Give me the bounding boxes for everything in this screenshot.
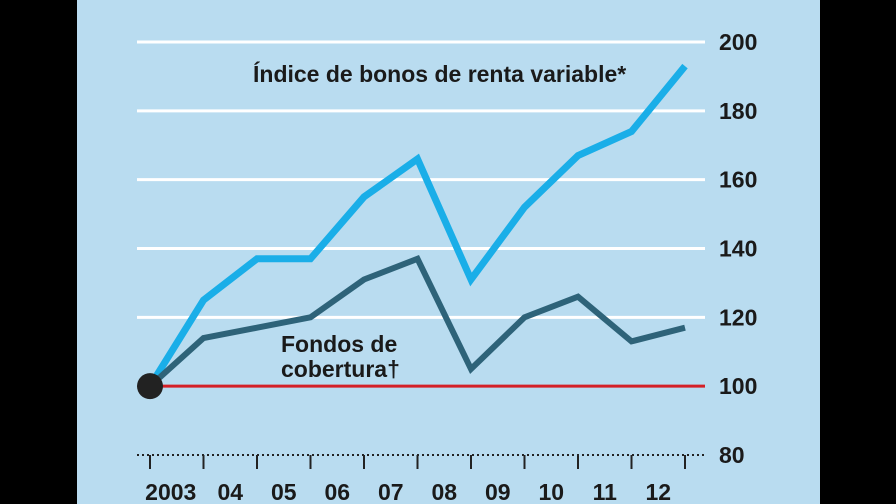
series-line-1 [147,255,686,389]
x-tick-label-08: 08 [431,479,457,504]
x-tick-label-10: 10 [538,479,564,504]
series-label-0: Índice de bonos de renta variable* [253,60,626,87]
y-tick-label-80: 80 [719,442,745,468]
series-label-1-line-1: Fondos de [281,331,397,357]
y-tick-label-120: 120 [719,304,757,330]
x-tick-label-12: 12 [645,479,671,504]
x-tick-label-2003: 2003 [145,479,196,504]
chart-panel: 2003 04 05 06 07 08 09 10 11 12 Índice de bonos d… [77,0,820,504]
series-label-1-line-2: cobertura† [281,356,400,382]
y-tick-label-140: 140 [719,236,757,262]
x-tick-label-07: 07 [378,479,404,504]
y-tick-label-100: 100 [719,373,757,399]
y-tick-label-200: 200 [719,29,757,55]
x-tick-label-05: 05 [271,479,297,504]
line-chart: 2003 04 05 06 07 08 09 10 11 12 Índice de bonos d… [137,29,757,504]
series-line-0 [147,63,688,389]
y-tick-label-160: 160 [719,167,757,193]
y-tick-label-180: 180 [719,98,757,124]
x-tick-label-09: 09 [485,479,511,504]
start-marker [137,373,163,400]
x-tick-label-11: 11 [593,479,618,504]
x-tick-label-04: 04 [217,479,243,504]
x-tick-label-06: 06 [324,479,350,504]
